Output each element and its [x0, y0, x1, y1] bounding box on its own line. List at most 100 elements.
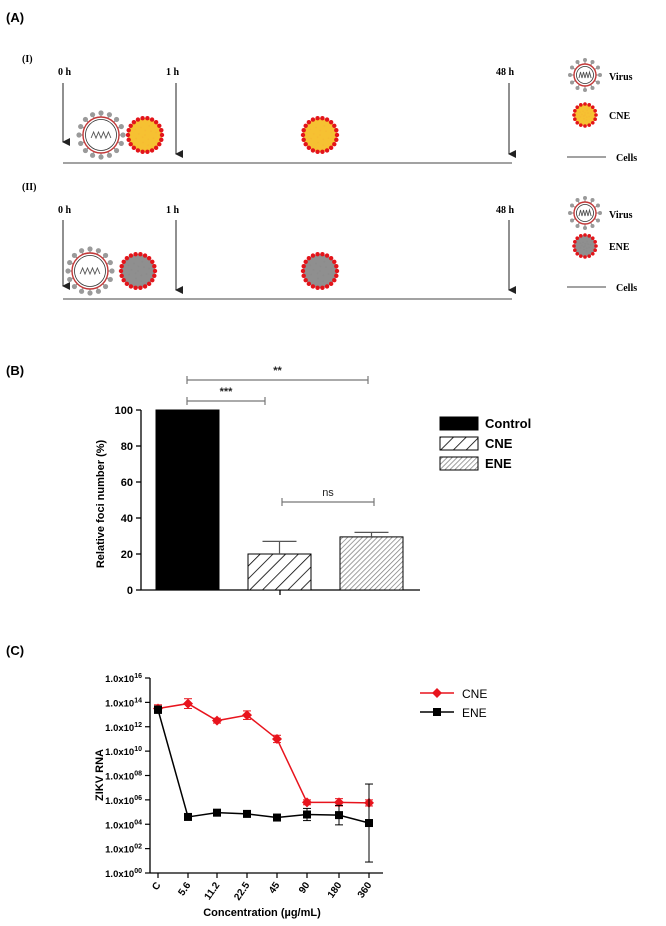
particle-surface-dot — [587, 123, 592, 127]
particle-texture — [584, 114, 586, 116]
particle-surface-dot — [138, 251, 143, 257]
particle-surface-dot — [320, 149, 325, 155]
particle-surface-dot — [121, 259, 126, 265]
virus-spike-head — [598, 73, 602, 77]
particle-texture — [322, 144, 325, 147]
particle-surface-dot — [138, 285, 143, 291]
control-bar — [155, 409, 220, 591]
row-2-time-48: 48 h — [496, 205, 515, 216]
row-2: (II) 0 h 1 h 48 h Virus ENE Cells — [22, 182, 637, 300]
particle-surface-dot — [583, 124, 587, 128]
panel-a-label: (A) — [6, 10, 24, 25]
particle-texture — [579, 242, 582, 245]
particle-texture — [147, 138, 150, 141]
cne-point — [302, 797, 312, 808]
particle-texture — [152, 137, 155, 140]
y-tick-label: 1.0x1014 — [105, 697, 142, 709]
x-tick-label: 90 — [297, 880, 313, 896]
virus-spike-head — [598, 211, 602, 215]
particle-texture — [317, 277, 319, 280]
virus-spike-head — [76, 132, 82, 138]
particle-surface-dot — [149, 117, 155, 122]
particle-texture — [133, 262, 135, 265]
panel-c-y-axis-label: ZIKV RNA — [94, 749, 106, 801]
particle-texture — [322, 138, 325, 141]
particle-surface-dot — [124, 255, 130, 261]
y-tick-label: 1.0x1010 — [105, 746, 142, 758]
particle-texture — [128, 273, 131, 276]
row-2-label: (II) — [22, 182, 36, 193]
particle-texture — [315, 126, 317, 129]
particle-surface-dot — [324, 253, 330, 258]
particle-texture — [309, 264, 312, 267]
virus-spike-head — [107, 259, 113, 266]
particle-surface-dot — [126, 128, 131, 133]
panel-a-schematic: (A) (I) 0 h 1 h 48 h Virus CNE Cells (II… — [6, 10, 637, 300]
panel-c-label: (C) — [6, 643, 24, 658]
particle-texture — [584, 242, 587, 245]
particle-texture — [319, 134, 321, 136]
particle-surface-dot — [334, 128, 339, 133]
particle-surface-dot — [124, 281, 130, 287]
panel-b-bar-chart: (B) Relative foci number (%) 0 20 40 60 80 10… — [6, 363, 531, 597]
ene-point — [335, 811, 343, 820]
particle-surface-dot — [301, 264, 306, 269]
virus-spike-head — [67, 259, 73, 266]
particle-surface-dot — [159, 128, 164, 133]
particle-surface-dot — [133, 285, 138, 291]
virus-spike-head — [590, 198, 595, 203]
ene-point — [213, 808, 221, 817]
particle-surface-dot — [159, 132, 165, 138]
cne-point — [334, 797, 344, 808]
particle-surface-dot — [315, 285, 320, 291]
y-tick-label: 1.0x1004 — [105, 819, 142, 831]
cne-point — [212, 715, 222, 726]
particle-texture — [587, 243, 589, 245]
particle-surface-dot — [587, 254, 592, 258]
particle-texture — [579, 111, 582, 114]
particle-surface-dot — [594, 244, 598, 248]
particle-texture — [327, 273, 330, 276]
virus-spike-head — [583, 226, 587, 230]
particle-texture — [579, 115, 582, 118]
particle-texture — [579, 246, 582, 249]
particle-texture — [141, 260, 144, 263]
particle-surface-dot — [334, 268, 340, 274]
particle-texture — [137, 270, 139, 272]
particle-surface-dot — [324, 284, 330, 289]
particle-texture — [323, 124, 326, 127]
virus-inner-membrane — [74, 255, 106, 287]
legend-cells-label: Cells — [616, 153, 637, 164]
virus-spike-head — [568, 73, 572, 77]
x-tick-label: 5.6 — [176, 880, 193, 898]
particle-surface-dot — [594, 113, 598, 117]
x-tick-label: C — [150, 880, 163, 892]
particle-surface-dot — [572, 113, 576, 117]
virus-spike-head — [89, 112, 96, 118]
particle-surface-dot — [303, 277, 308, 283]
virus-spike-head — [95, 288, 102, 294]
legend-label-cne: CNE — [462, 687, 487, 701]
particle-surface-dot — [153, 145, 159, 151]
particle-surface-dot — [306, 281, 312, 287]
particle-surface-dot — [125, 132, 131, 138]
particle-surface-dot — [334, 137, 339, 142]
significance-control-cne-label: *** — [220, 386, 234, 398]
particle-surface-dot — [575, 105, 580, 110]
particle-surface-dot — [131, 119, 137, 125]
virus-spike-head — [71, 252, 78, 259]
particle-texture — [319, 270, 321, 272]
particle-texture — [310, 137, 313, 140]
cne-point — [242, 710, 252, 721]
particle-surface-dot — [573, 117, 577, 122]
particle-texture — [140, 280, 143, 283]
particle-texture — [145, 273, 148, 276]
legend-label-ene: ENE — [462, 706, 487, 720]
legend-cne-label: CNE — [609, 111, 630, 122]
row-1-time-1: 1 h — [166, 67, 180, 78]
x-tick-label: 11.2 — [203, 880, 223, 902]
row-2-time-1: 1 h — [166, 205, 180, 216]
virus-spike-head — [71, 283, 78, 290]
virus-rna — [79, 266, 101, 276]
particle-texture — [137, 132, 140, 135]
